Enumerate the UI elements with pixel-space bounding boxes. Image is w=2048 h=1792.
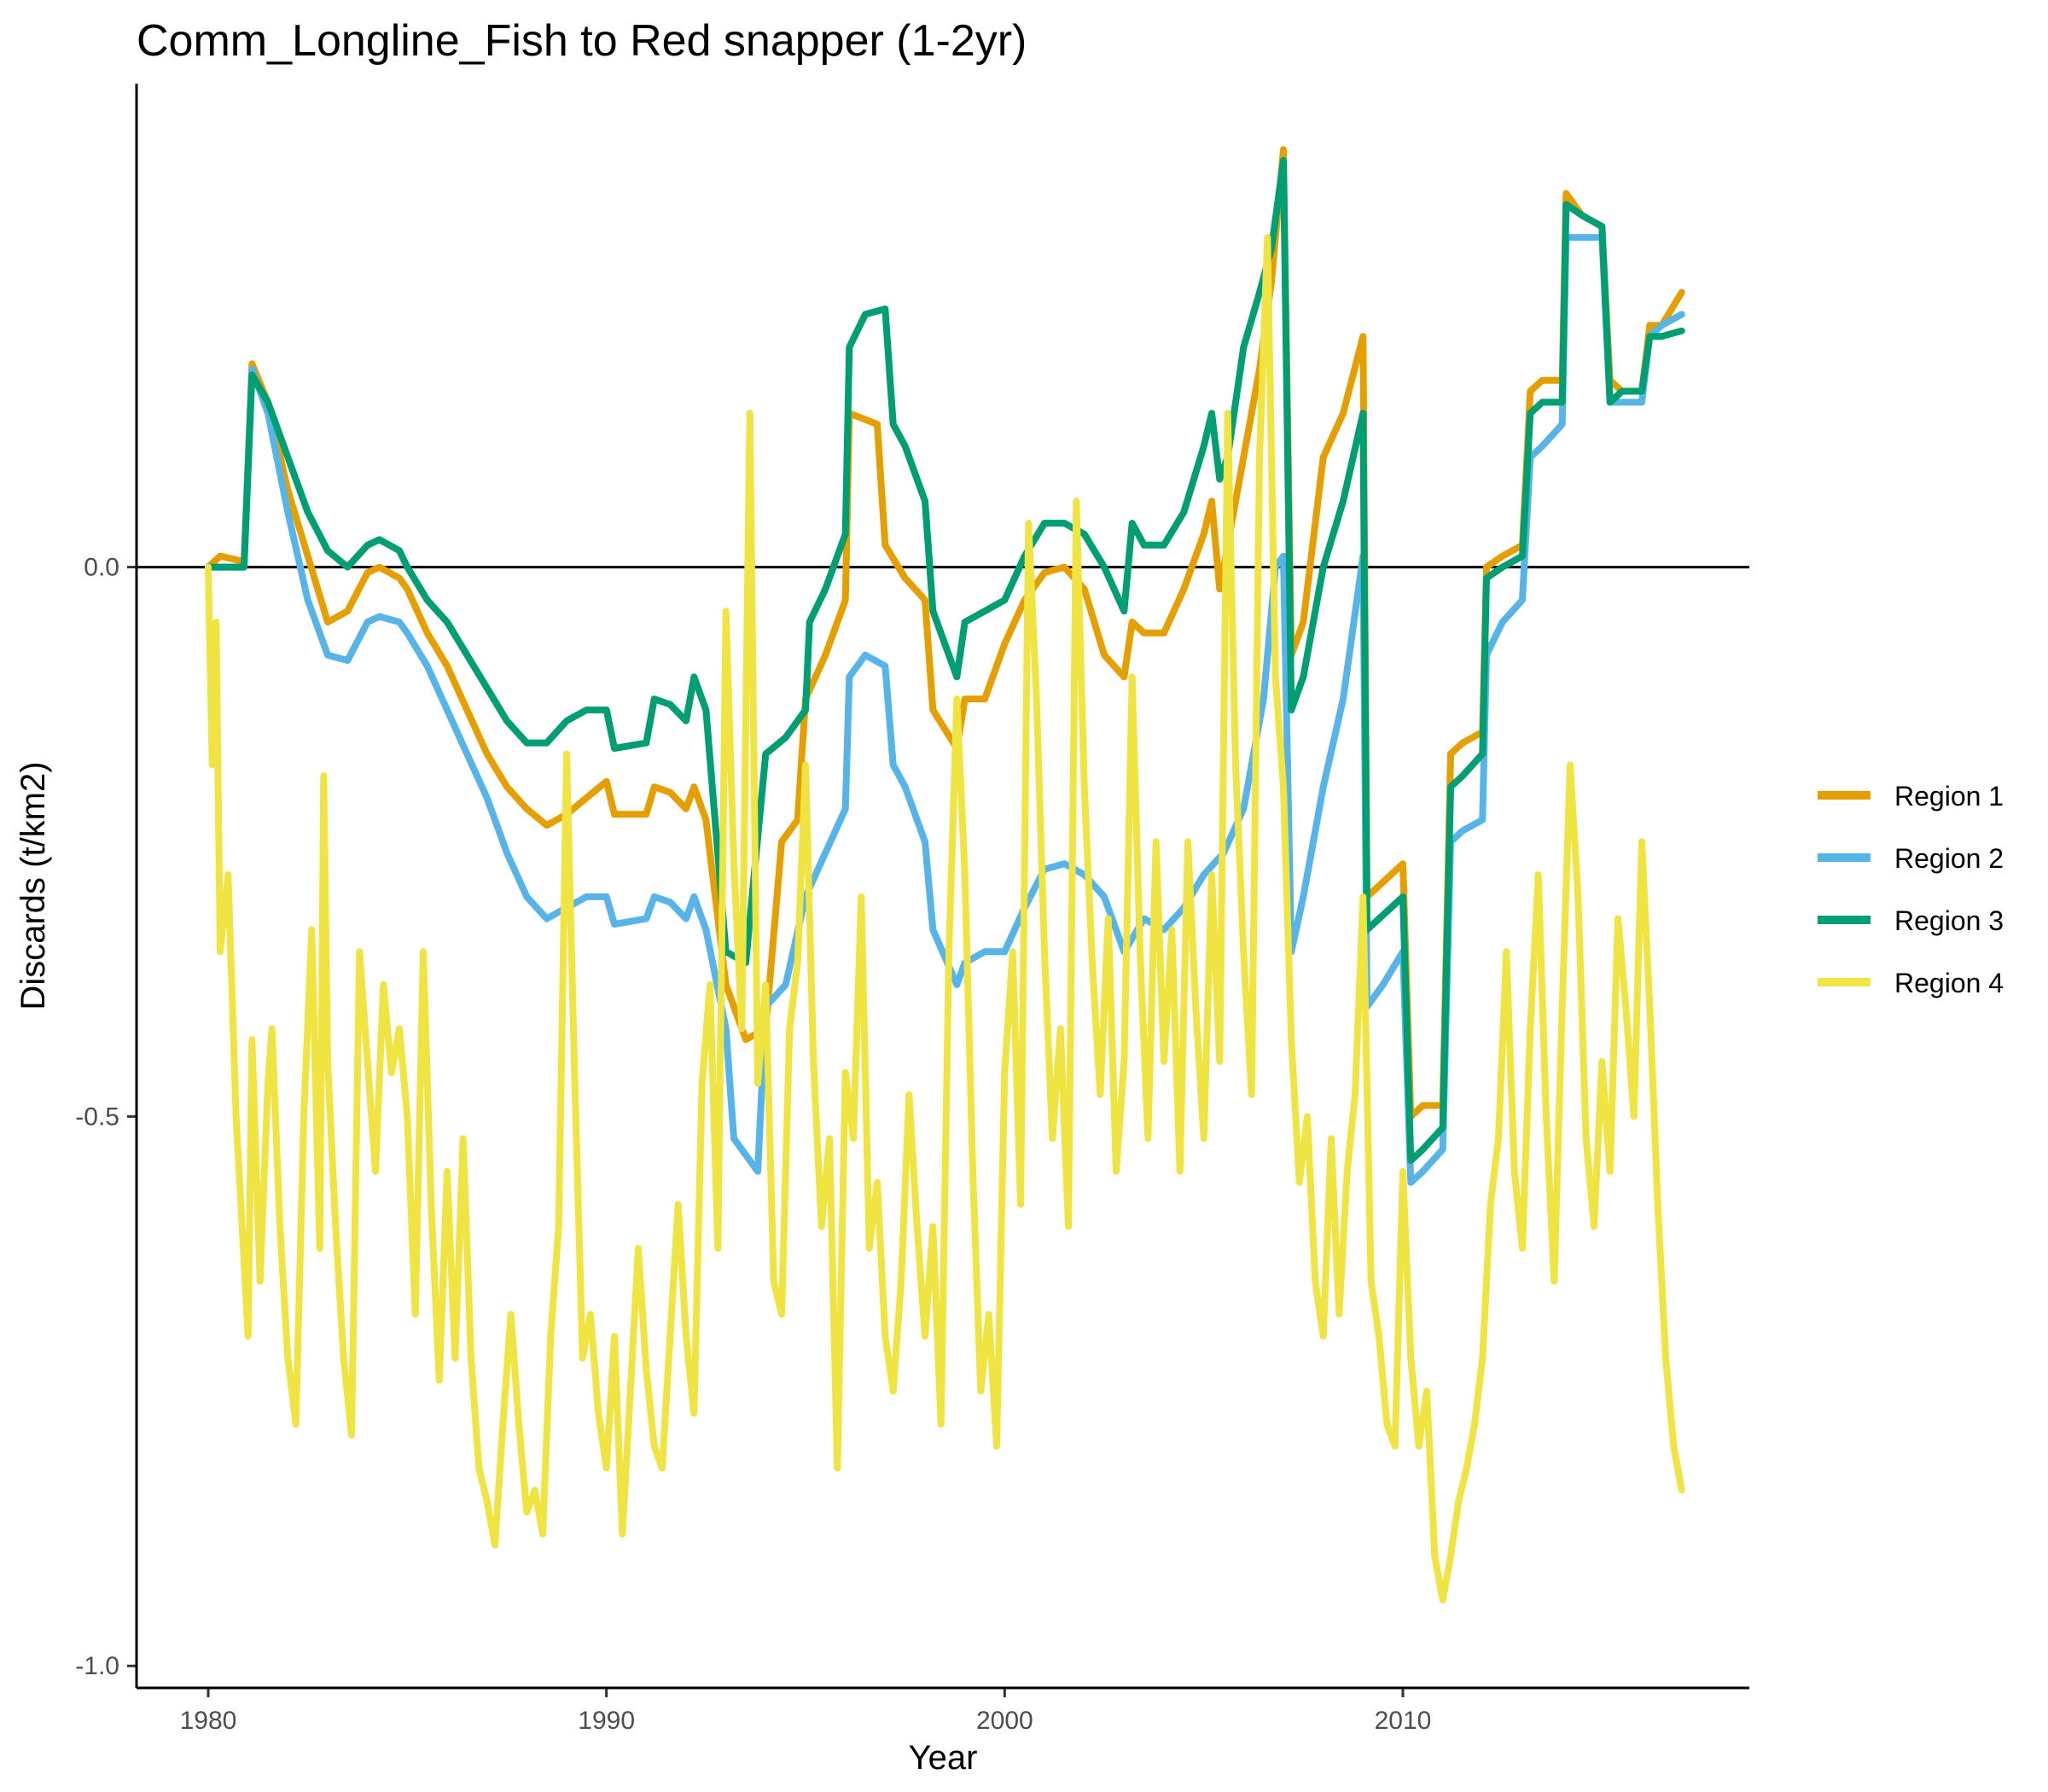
y-axis-ticks: -1.0 -0.5 0.0 — [75, 554, 137, 1680]
x-axis-title: Year — [909, 1739, 978, 1777]
legend-label-region-2: Region 2 — [1894, 843, 2004, 874]
y-tick-label: -0.5 — [75, 1103, 119, 1131]
y-axis-title: Discards (t/km2) — [15, 761, 52, 1009]
legend-label-region-3: Region 3 — [1894, 905, 2004, 936]
series-line-region-3 — [205, 157, 1685, 1164]
x-tick-label: 2000 — [976, 1707, 1033, 1735]
series-line-region-4 — [205, 234, 1685, 1603]
chart-title: Comm_Longline_Fish to Red snapper (1-2yr… — [137, 16, 1027, 66]
plot-area — [137, 146, 1749, 1603]
x-axis-ticks: 1980 1990 2000 2010 — [180, 1688, 1432, 1735]
x-tick-label: 1990 — [578, 1707, 635, 1735]
x-tick-label: 2010 — [1375, 1707, 1432, 1735]
y-tick-label: 0.0 — [84, 554, 119, 582]
legend: Region 1 Region 2 Region 3 Region 4 — [1818, 781, 2004, 998]
series-line-region-1 — [205, 146, 1685, 1120]
x-tick-label: 1980 — [180, 1707, 237, 1735]
legend-label-region-4: Region 4 — [1894, 968, 2004, 998]
legend-label-region-1: Region 1 — [1894, 781, 2004, 812]
y-tick-label: -1.0 — [75, 1652, 119, 1680]
